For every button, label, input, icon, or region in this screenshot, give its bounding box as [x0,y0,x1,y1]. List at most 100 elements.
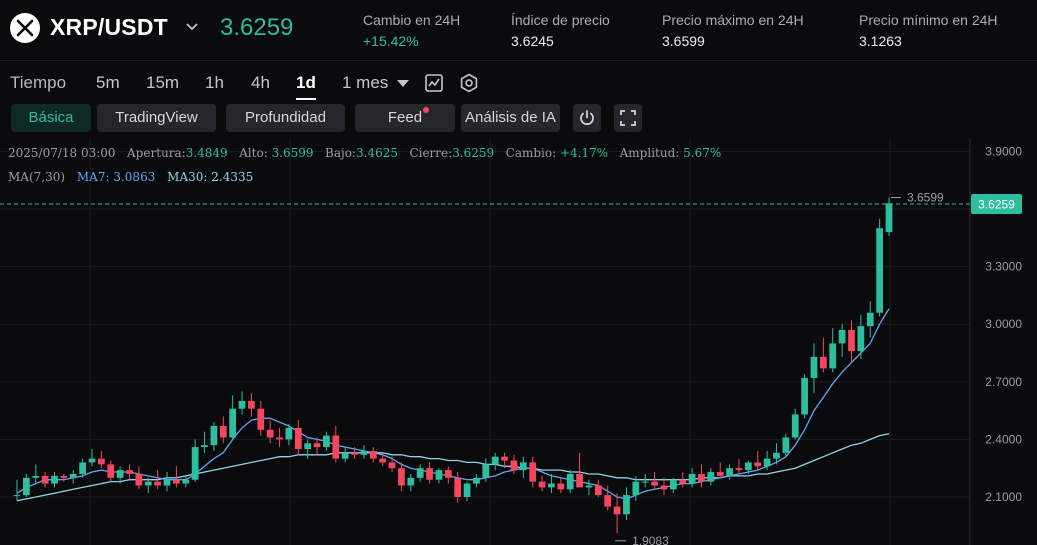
low-marker-label: 1.9083 [632,534,669,545]
candle-up [229,408,237,438]
candle-down [41,475,49,484]
candle-down [660,485,668,490]
ohlc-open: 3.4849 [185,146,228,160]
indicator-chart-icon[interactable] [424,73,444,93]
price-markers: 3.6259 3.6599 1.9083 [0,191,1022,545]
stat-24h-high: Precio máximo en 24H 3.6599 [662,12,804,49]
candle-up [876,228,883,313]
interval-1-month[interactable]: 1 mes [342,73,389,92]
candle-up [801,377,808,415]
candle-down [126,470,133,474]
candle-up [285,427,293,440]
ohlc-amp: 5.67% [683,146,722,160]
candle-up [688,473,696,484]
interval-bar: Tiempo 5m 15m 1h 4h 1d 1 mes [0,62,1037,102]
pair-selector[interactable]: XRP/USDT [50,14,168,40]
chevron-down-icon[interactable] [185,22,199,32]
candle-down [454,477,462,498]
interval-label: Tiempo [10,73,67,92]
ma7-legend: MA7: 3.0863 [77,170,155,184]
ohlc-close: 3.6259 [452,146,495,160]
candle-down [294,427,302,450]
candle-down [398,468,405,486]
tab-feed[interactable]: Feed [355,104,455,132]
candle-down [735,468,743,471]
candle-up [69,473,77,478]
interval-1d[interactable]: 1d [296,73,316,100]
ma30-value: 2.4335 [211,170,254,184]
power-button[interactable] [573,104,601,132]
stat-value: 3.6599 [662,33,705,49]
ma7-label: MA7: [76,170,110,184]
candle-down [538,481,546,488]
stat-value: 3.1263 [859,33,902,49]
stat-24h-change: Cambio en 24H +15.42% [363,12,460,49]
candlestick-chart[interactable]: 3.90003.60003.30003.00002.70002.40002.10… [0,138,1037,545]
tab-feed-label: Feed [387,109,423,126]
candle-down [219,425,227,438]
candle-up [744,462,752,471]
candle-down [248,401,255,409]
y-tick-label: 3.9000 [985,144,1022,158]
candle-down [613,506,621,515]
stat-label: Cambio en 24H [363,12,461,28]
candle-down [369,450,377,459]
candle-down [848,329,855,352]
xrp-logo-icon [10,13,40,43]
notification-dot [423,107,429,113]
candle-up [782,437,790,453]
candle-down [351,452,358,455]
ma7-value: 3.0863 [113,170,156,184]
candle-up [473,477,480,484]
stat-label: Índice de precio [511,12,610,28]
interval-15m[interactable]: 15m [146,73,180,92]
tab-tradingview[interactable]: TradingView [97,104,216,132]
candle-down [173,479,180,484]
y-tick-label: 2.7000 [985,375,1022,389]
ma30-legend: MA30: 2.4335 [167,170,253,184]
candle-up [341,452,349,459]
candle-up [304,443,312,450]
candle-up [641,481,649,483]
candle-up [88,458,96,463]
interval-1h[interactable]: 1h [205,73,224,92]
market-header: XRP/USDT 3.6259 Cambio en 24H +15.42% Ín… [0,0,1037,61]
ohlc-high-label: Alto: [239,146,268,160]
candle-down [154,481,162,486]
interval-5m[interactable]: 5m [96,73,120,92]
interval-4h[interactable]: 4h [251,73,270,92]
tab-basic[interactable]: Básica [11,104,91,132]
y-tick-label: 3.0000 [985,317,1022,331]
candle-down [135,473,143,486]
candle-up [51,475,58,484]
candle-up [838,329,846,344]
ohlc-high: 3.6599 [271,146,314,160]
candle-up [407,477,415,486]
candle-up [885,203,893,233]
candle-up [866,312,874,327]
candle-down [576,473,583,488]
candle-up [79,462,87,474]
candle-up [857,326,865,352]
fullscreen-button[interactable] [614,104,642,132]
tab-ai-analysis[interactable]: Análisis de IA [461,104,560,132]
candle-up [491,456,499,465]
ohlc-low: 3.4625 [355,146,398,160]
candle-up [585,485,593,488]
candle-down [604,495,612,507]
candle-down [754,462,762,467]
candle-up [810,356,818,378]
candle-down [379,458,387,463]
ohlc-legend: 2025/07/18 03:00 Apertura:3.4849 Alto: 3… [8,146,721,160]
caret-down-icon[interactable] [396,78,410,88]
candle-up [210,425,218,446]
candle-up [360,450,368,455]
settings-gear-icon[interactable] [459,73,479,93]
candle-down [594,485,602,496]
tab-depth[interactable]: Profundidad [226,104,345,132]
candle-up [791,414,799,438]
candle-down [444,470,452,478]
stat-value: +15.42% [363,33,419,49]
ma7-line [16,308,890,500]
candle-down [388,462,396,469]
